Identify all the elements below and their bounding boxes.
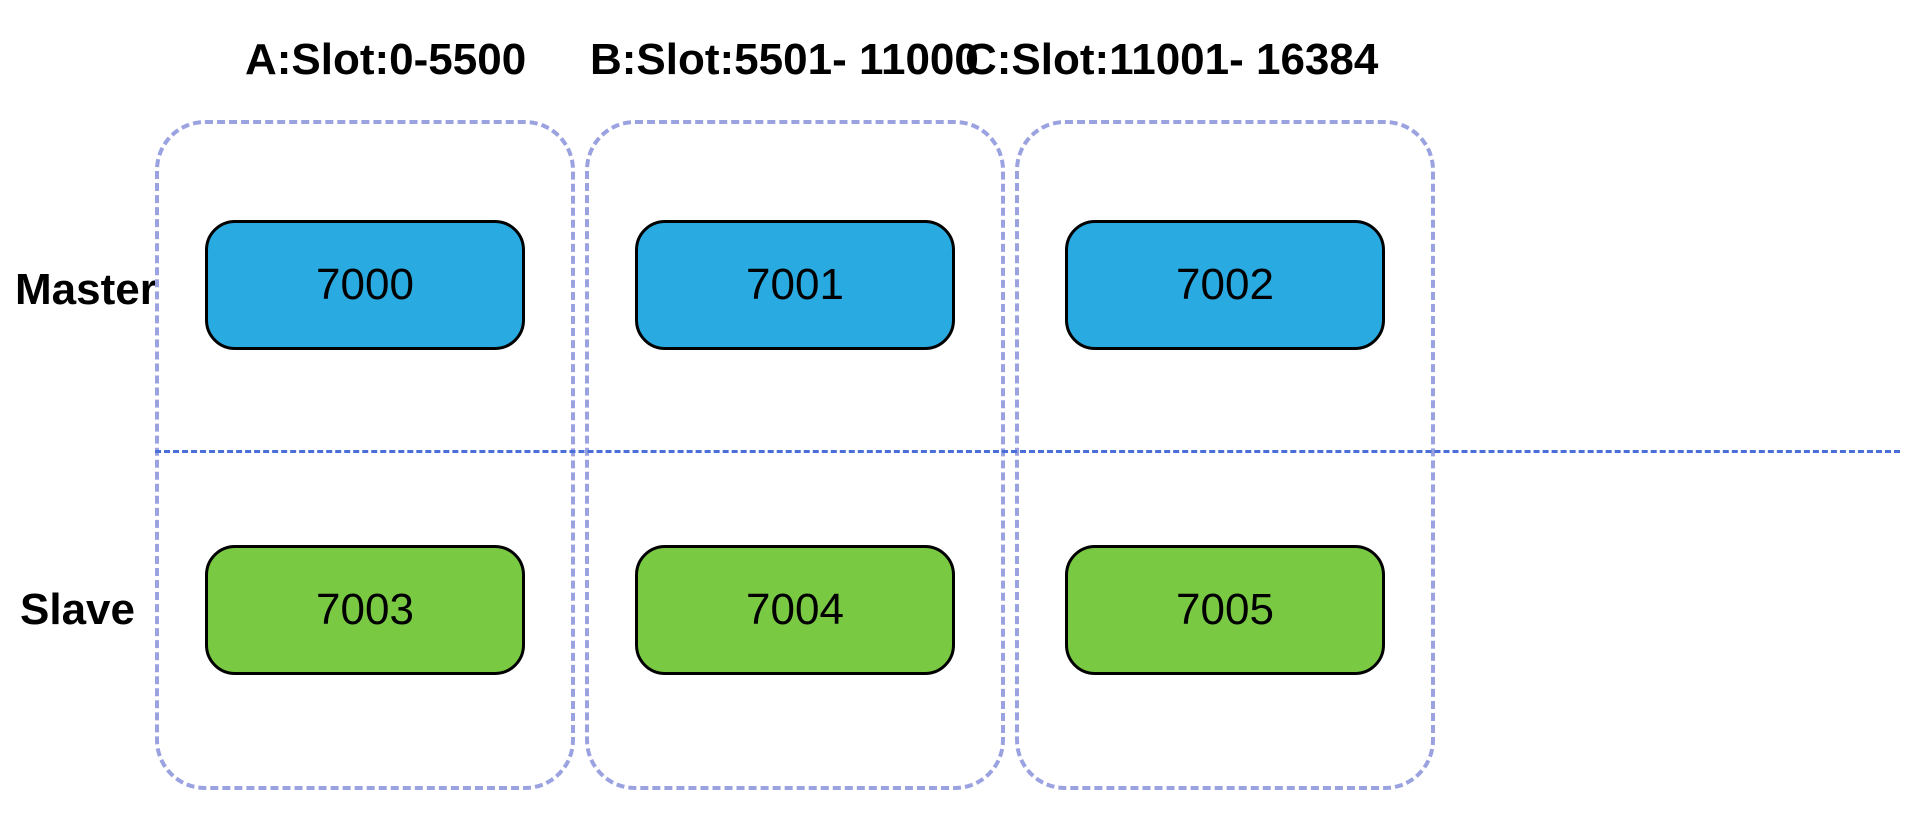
master-node-b: 7001: [635, 220, 955, 350]
slave-node-a: 7003: [205, 545, 525, 675]
slave-node-c: 7005: [1065, 545, 1385, 675]
master-slave-divider: [155, 450, 1900, 453]
master-node-c: 7002: [1065, 220, 1385, 350]
master-node-a: 7000: [205, 220, 525, 350]
group-header-a: A:Slot:0-5500: [245, 35, 526, 85]
slave-node-b: 7004: [635, 545, 955, 675]
header-row: A:Slot:0-5500 B:Slot:5501- 11000 C:Slot:…: [0, 35, 1906, 95]
role-label-slave: Slave: [20, 585, 135, 635]
role-label-master: Master: [15, 265, 157, 315]
group-header-c: C:Slot:11001- 16384: [965, 35, 1378, 85]
group-header-b: B:Slot:5501- 11000: [590, 35, 979, 85]
